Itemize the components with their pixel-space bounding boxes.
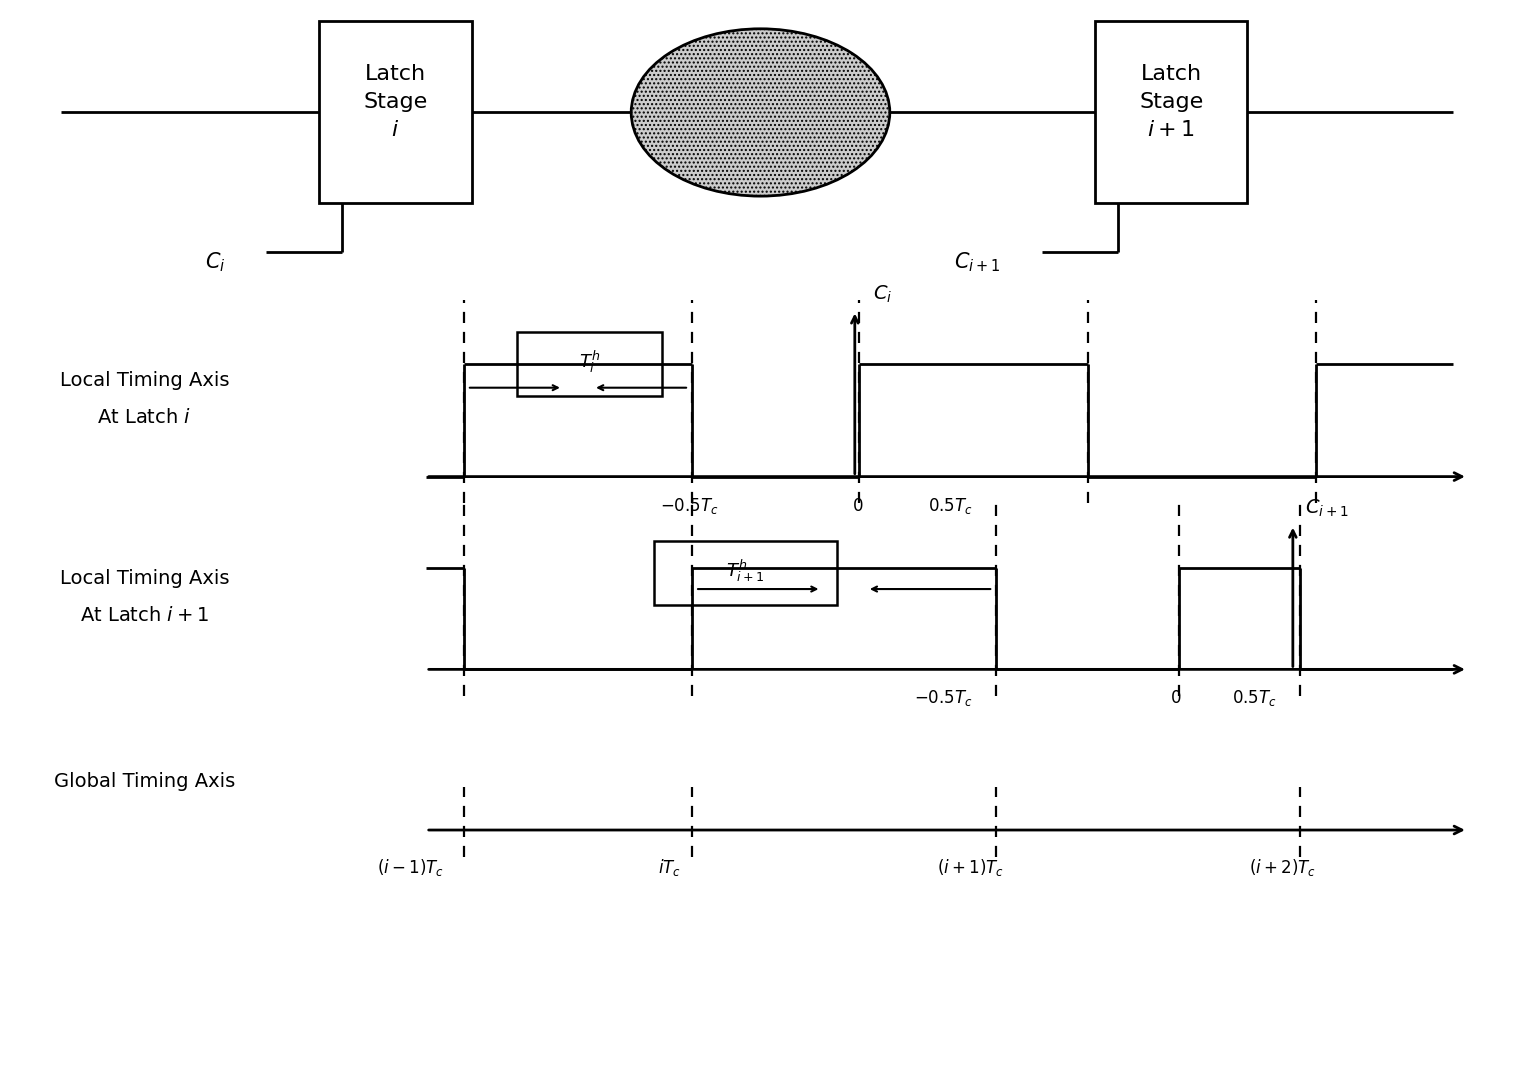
Text: $iT_c$: $iT_c$ [657,857,681,878]
Text: $-0.5T_c$: $-0.5T_c$ [660,496,718,515]
Text: $(i+2)T_c$: $(i+2)T_c$ [1249,857,1316,878]
Text: Local Timing Axis: Local Timing Axis [59,371,230,390]
Text: $-0.5T_c$: $-0.5T_c$ [914,689,972,708]
Text: Global Timing Axis: Global Timing Axis [53,772,236,791]
Text: $C_i$: $C_i$ [204,251,225,274]
Ellipse shape [631,29,890,196]
Text: $0$: $0$ [1170,690,1182,707]
Text: $(i+1)T_c$: $(i+1)T_c$ [937,857,1004,878]
Bar [1095,21,1247,203]
Text: At Latch $i$: At Latch $i$ [97,408,192,427]
Bar [517,332,662,396]
Text: $T_{i+1}^h$: $T_{i+1}^h$ [726,558,765,584]
Text: $T_i^h$: $T_i^h$ [578,349,601,375]
Bar [654,541,837,605]
Text: Latch
Stage
$i$: Latch Stage $i$ [364,64,427,139]
Text: Latch
Stage
$i+1$: Latch Stage $i+1$ [1139,64,1203,139]
Text: At Latch $i+1$: At Latch $i+1$ [81,606,208,625]
Text: $C_{i+1}$: $C_{i+1}$ [1305,498,1348,519]
Text: $C_i$: $C_i$ [873,284,891,305]
Text: $C_{i+1}$: $C_{i+1}$ [954,251,1001,274]
Text: $(i-1)T_c$: $(i-1)T_c$ [377,857,444,878]
Text: Local Timing Axis: Local Timing Axis [59,569,230,588]
Bar [319,21,472,203]
Text: $0.5T_c$: $0.5T_c$ [928,496,973,515]
Text: $0$: $0$ [852,497,864,514]
Text: $0.5T_c$: $0.5T_c$ [1232,689,1278,708]
